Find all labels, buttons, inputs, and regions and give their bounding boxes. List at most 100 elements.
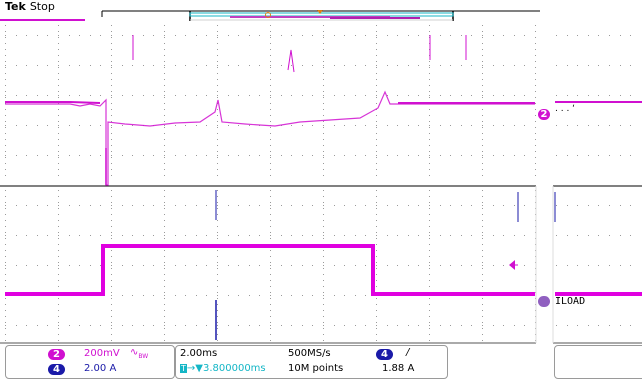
graticule-dot (461, 125, 462, 126)
graticule-dot (577, 125, 578, 126)
ch2-scale[interactable]: 200mV (84, 348, 120, 359)
trigger-source-badge[interactable]: 4 (376, 349, 393, 360)
graticule-dot (196, 35, 197, 36)
graticule-dot (387, 125, 388, 126)
graticule-dot (90, 125, 91, 126)
graticule-dot (26, 95, 27, 96)
graticule-dot (100, 155, 101, 156)
graticule-dot (397, 125, 398, 126)
graticule-dot (609, 155, 610, 156)
graticule-dot (482, 274, 483, 275)
graticule-dot (429, 157, 430, 158)
graticule-dot (58, 298, 59, 299)
graticule-dot (598, 95, 599, 96)
graticule-dot (58, 91, 59, 92)
graticule-dot (185, 35, 186, 36)
graticule-dot (323, 169, 324, 170)
graticule-dot (58, 37, 59, 38)
graticule-dot (344, 95, 345, 96)
graticule-dot (111, 127, 112, 128)
graticule-dot (5, 127, 6, 128)
horizontal-trigger-readout-panel[interactable]: 2.00ms T→▼3.800000ms 500MS/s 10M points … (175, 345, 448, 379)
graticule-dot (58, 202, 59, 203)
graticule-dot (281, 235, 282, 236)
graticule-dot (111, 265, 112, 266)
graticule-dot (270, 65, 271, 66)
graticule-dot (429, 175, 430, 176)
graticule-dot (164, 328, 165, 329)
ch4-offset-marker[interactable] (538, 296, 550, 307)
graticule-dot (164, 155, 165, 156)
graticule-dot (376, 157, 377, 158)
time-per-division[interactable]: 2.00ms (180, 348, 218, 359)
graticule-dot (429, 73, 430, 74)
graticule-dot (238, 325, 239, 326)
graticule-dot (535, 115, 536, 116)
graticule-dot (270, 35, 271, 36)
graticule-dot (440, 265, 441, 266)
graticule-dot (429, 232, 430, 233)
graticule-dot (164, 280, 165, 281)
ch2-offset-marker[interactable]: 2 (538, 109, 550, 120)
graticule-dot (376, 25, 377, 26)
graticule-dot (376, 274, 377, 275)
graticule-dot (376, 163, 377, 164)
graticule-dot (482, 151, 483, 152)
channel-readout-panel[interactable]: 2 200mV ∿BW 4 2.00 A (5, 345, 175, 379)
graticule-dot (429, 220, 430, 221)
ch2-badge[interactable]: 2 (48, 349, 65, 360)
graticule-dot (58, 265, 59, 266)
graticule-dot (376, 262, 377, 263)
graticule-dot (37, 35, 38, 36)
graticule-dot (206, 125, 207, 126)
graticule-dot (217, 265, 218, 266)
graticule-dot (217, 133, 218, 134)
trigger-level[interactable]: 1.88 A (382, 363, 415, 374)
graticule-dot (5, 250, 6, 251)
ch4-scale[interactable]: 2.00 A (84, 363, 117, 374)
graticule-dot (69, 325, 70, 326)
graticule-dot (588, 155, 589, 156)
graticule-dot (58, 235, 59, 236)
graticule-dot (111, 325, 112, 326)
graticule-dot (111, 169, 112, 170)
graticule-dot (196, 125, 197, 126)
graticule-dot (365, 95, 366, 96)
graticule-dot (376, 115, 377, 116)
graticule-dot (482, 37, 483, 38)
graticule-dot (132, 95, 133, 96)
trigger-level-marker[interactable] (509, 260, 515, 270)
graticule-dot (535, 31, 536, 32)
graticule-dot (493, 325, 494, 326)
graticule-dot (270, 115, 271, 116)
record-length[interactable]: 10M points (288, 363, 344, 374)
graticule-dot (482, 244, 483, 245)
graticule-dot (344, 155, 345, 156)
graticule-dot (577, 35, 578, 36)
graticule-dot (249, 265, 250, 266)
graticule-dot (556, 125, 557, 126)
bandwidth-limit-icon: ∿BW (130, 347, 149, 360)
trigger-position[interactable]: T→▼3.800000ms (180, 363, 266, 374)
graticule-dot (323, 157, 324, 158)
graticule-dot (567, 155, 568, 156)
ch4-badge[interactable]: 4 (48, 364, 65, 375)
ch4-label: ILOAD (555, 296, 586, 307)
graticule-dot (429, 208, 430, 209)
graticule-dot (100, 205, 101, 206)
graticule-dot (111, 268, 112, 269)
graticule-dot (217, 97, 218, 98)
graticule-dot (164, 238, 165, 239)
graticule-dot (111, 139, 112, 140)
graticule-dot (312, 325, 313, 326)
graticule-dot (397, 325, 398, 326)
graticule-dot (323, 61, 324, 62)
graticule-dot (164, 298, 165, 299)
graticule-dot (334, 35, 335, 36)
graticule-dot (598, 125, 599, 126)
graticule-dot (249, 235, 250, 236)
graticule-dot (429, 95, 430, 96)
graticule-dot (471, 95, 472, 96)
graticule-dot (111, 79, 112, 80)
graticule-dot (58, 232, 59, 233)
